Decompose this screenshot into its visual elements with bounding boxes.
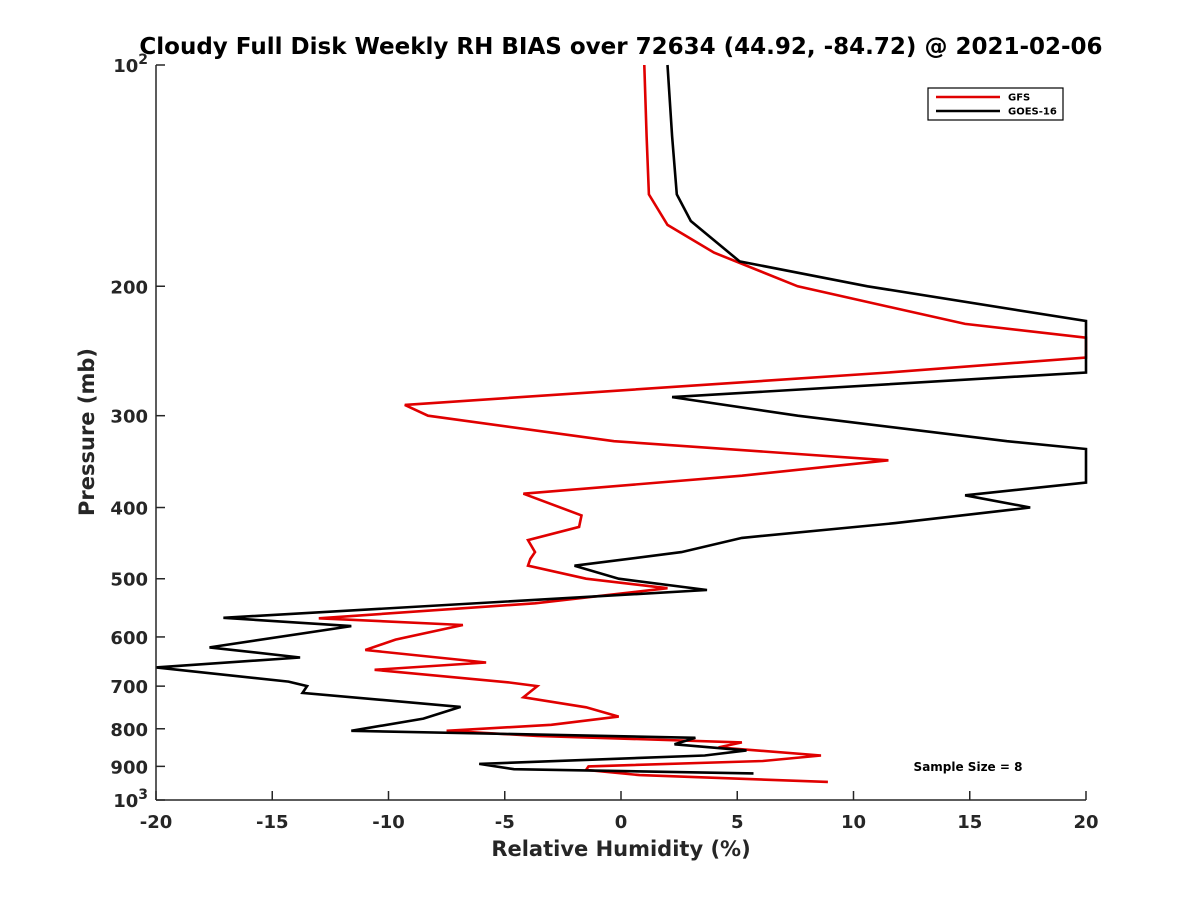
- legend-label: GOES-16: [1008, 107, 1057, 118]
- x-tick-label: -20: [140, 812, 173, 833]
- sample-size-annotation: Sample Size = 8: [914, 760, 1023, 774]
- y-tick-label: 103: [113, 787, 148, 812]
- y-tick-label: 102: [113, 52, 148, 77]
- chart-title: Cloudy Full Disk Weekly RH BIAS over 726…: [139, 34, 1102, 60]
- x-tick-label: 15: [957, 812, 982, 833]
- x-tick-label: -5: [495, 812, 515, 833]
- y-tick-label: 500: [110, 570, 148, 591]
- series-line-goes-16: [155, 64, 1088, 775]
- y-tick-label: 300: [110, 407, 148, 428]
- x-tick-label: 0: [615, 812, 628, 833]
- y-tick-label: 600: [110, 628, 148, 649]
- legend: GFS GOES-16: [927, 87, 1064, 121]
- y-tick-label: 400: [110, 499, 148, 520]
- x-tick-label: 20: [1073, 812, 1098, 833]
- x-tick-label: -15: [256, 812, 289, 833]
- y-tick-label: 700: [110, 677, 148, 698]
- y-tick-label: 900: [110, 757, 148, 778]
- y-axis-label: Pressure (mb): [75, 348, 99, 516]
- y-tick-label: 200: [110, 277, 148, 298]
- legend-box: [927, 87, 1064, 121]
- x-tick-label: 5: [731, 812, 744, 833]
- axes-layer: -20 -15 -10 -5 0 5 10 15 20 102 200 300 400 500 600 700…: [110, 52, 1098, 833]
- x-tick-label: -10: [372, 812, 405, 833]
- legend-label: GFS: [1008, 93, 1030, 104]
- x-axis-label: Relative Humidity (%): [491, 837, 750, 861]
- x-tick-label: 10: [841, 812, 866, 833]
- y-tick-label: 800: [110, 720, 148, 741]
- series-layer: [155, 64, 1088, 784]
